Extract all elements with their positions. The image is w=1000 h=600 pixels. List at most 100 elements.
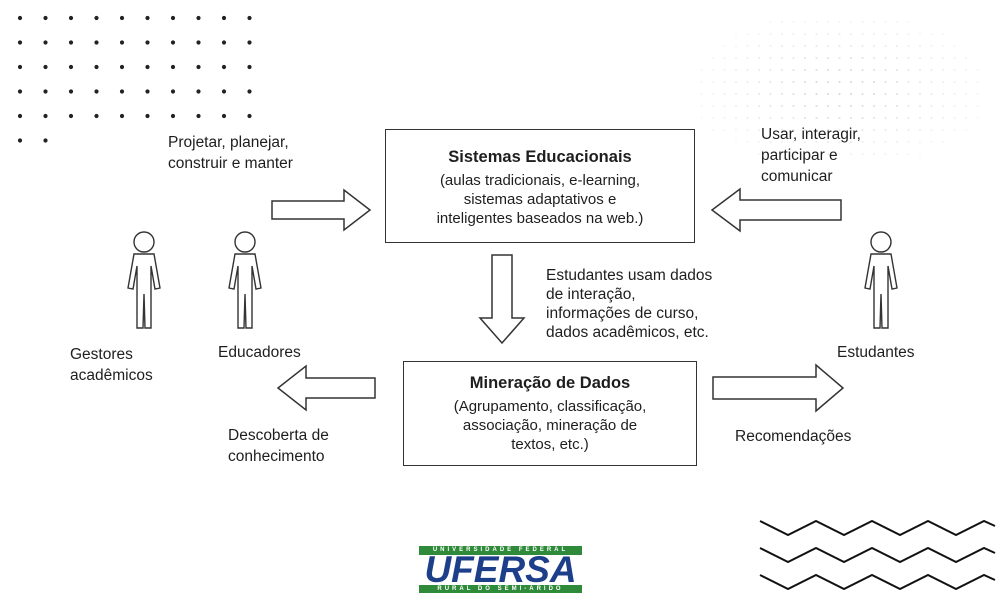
data-label-line-4: dados acadêmicos, etc. — [546, 324, 709, 341]
decor-faint-dot — [826, 44, 830, 48]
decor-faint-dot — [930, 44, 933, 48]
faint-dot-decoration — [711, 20, 979, 156]
decor-faint-dot — [849, 140, 853, 144]
decor-faint-dot — [803, 92, 807, 96]
decor-faint-dot — [872, 80, 876, 84]
decor-faint-dot — [849, 116, 853, 120]
decor-faint-dot — [826, 20, 830, 24]
design-label-line-2: construir e manter — [168, 155, 293, 172]
decor-faint-dot — [861, 32, 864, 36]
decor-faint-dot — [826, 128, 830, 132]
decor-dot — [170, 15, 176, 21]
decor-faint-dot — [792, 68, 795, 72]
decor-faint-dot — [815, 44, 818, 48]
managers-label: Gestores acadêmicos — [70, 344, 153, 386]
decor-faint-dot — [803, 44, 807, 48]
data-label-line-2: de interação, — [546, 286, 636, 303]
decor-faint-dot — [941, 104, 945, 108]
decor-dot — [94, 64, 99, 70]
decor-faint-dot — [895, 140, 899, 144]
decor-faint-dot — [849, 80, 853, 84]
decor-faint-dot — [769, 21, 771, 23]
person-icon-educators — [228, 231, 262, 329]
decor-faint-dot — [712, 57, 714, 59]
person-icon-managers — [127, 231, 161, 329]
decor-faint-dot — [918, 56, 922, 60]
decor-faint-dot — [861, 68, 864, 72]
decor-faint-dot — [746, 80, 749, 84]
decor-faint-dot — [895, 56, 899, 60]
decor-faint-dot — [965, 129, 967, 131]
decor-faint-dot — [872, 140, 876, 144]
decor-faint-dot — [734, 80, 738, 84]
managers-label-line-1: Gestores — [70, 346, 133, 363]
recommendations-label: Recomendações — [735, 428, 852, 445]
decor-faint-dot — [930, 68, 933, 72]
decor-faint-dot — [838, 44, 841, 48]
decor-faint-dot — [953, 68, 956, 72]
decor-faint-dot — [838, 104, 841, 108]
decor-faint-dot — [884, 20, 887, 24]
data-mining-title: Mineração de Dados — [469, 374, 631, 392]
decor-faint-dot — [815, 128, 818, 132]
decor-dot — [145, 40, 150, 45]
decor-dot — [17, 64, 23, 70]
decor-faint-dot — [769, 44, 772, 48]
decor-faint-dot — [815, 92, 818, 96]
decor-dot — [145, 113, 150, 119]
decor-dot — [17, 40, 23, 45]
managers-label-line-2: acadêmicos — [70, 367, 153, 384]
decor-faint-dot — [780, 92, 784, 96]
decor-faint-dot — [792, 20, 795, 24]
decor-faint-dot — [884, 44, 887, 48]
decor-faint-dot — [780, 104, 784, 108]
design-label-line-1: Projetar, planejar, — [168, 134, 289, 151]
decor-faint-dot — [746, 44, 749, 48]
decor-dot — [119, 15, 125, 21]
decor-dot — [196, 40, 201, 45]
decor-faint-dot — [884, 104, 887, 108]
decor-faint-dot — [780, 80, 784, 84]
decor-faint-dot — [815, 80, 818, 84]
decor-faint-dot — [803, 116, 807, 120]
decor-faint-dot — [872, 92, 876, 96]
decor-faint-dot — [895, 68, 899, 72]
decor-faint-dot — [803, 32, 807, 36]
decor-dot — [68, 113, 74, 119]
decor-faint-dot — [735, 141, 737, 143]
decor-faint-dot — [838, 68, 841, 72]
decor-faint-dot — [884, 92, 887, 96]
decor-dot — [119, 64, 125, 70]
decor-faint-dot — [769, 80, 772, 84]
decor-faint-dot — [723, 104, 726, 108]
decor-faint-dot — [734, 116, 738, 120]
decor-dot — [68, 64, 74, 70]
decor-dot — [221, 89, 227, 94]
educational-systems-box: Sistemas Educacionais (aulas tradicionai… — [385, 129, 695, 243]
decor-faint-dot — [895, 116, 899, 120]
decor-faint-dot — [872, 152, 876, 156]
decor-dot — [247, 64, 252, 70]
design-label: Projetar, planejar, construir e manter — [168, 132, 293, 174]
decor-faint-dot — [976, 105, 978, 107]
decor-faint-dot — [942, 33, 944, 35]
decor-faint-dot — [757, 116, 761, 120]
decor-faint-dot — [895, 128, 899, 132]
decor-faint-dot — [849, 152, 853, 156]
decor-faint-dot — [895, 152, 899, 156]
decor-dot — [145, 15, 150, 21]
decor-faint-dot — [976, 81, 978, 83]
decor-faint-dot — [780, 128, 784, 132]
decor-faint-dot — [895, 104, 899, 108]
decor-faint-dot — [976, 117, 978, 119]
educational-systems-line-3: inteligentes baseados na web.) — [436, 210, 644, 227]
decor-dot — [145, 64, 150, 70]
decor-faint-dot — [815, 116, 818, 120]
decor-dot — [247, 89, 252, 94]
decor-dot — [94, 15, 99, 21]
decor-faint-dot — [780, 44, 784, 48]
decor-faint-dot — [757, 140, 761, 144]
person-icon-students — [864, 231, 898, 329]
decor-faint-dot — [734, 56, 738, 60]
